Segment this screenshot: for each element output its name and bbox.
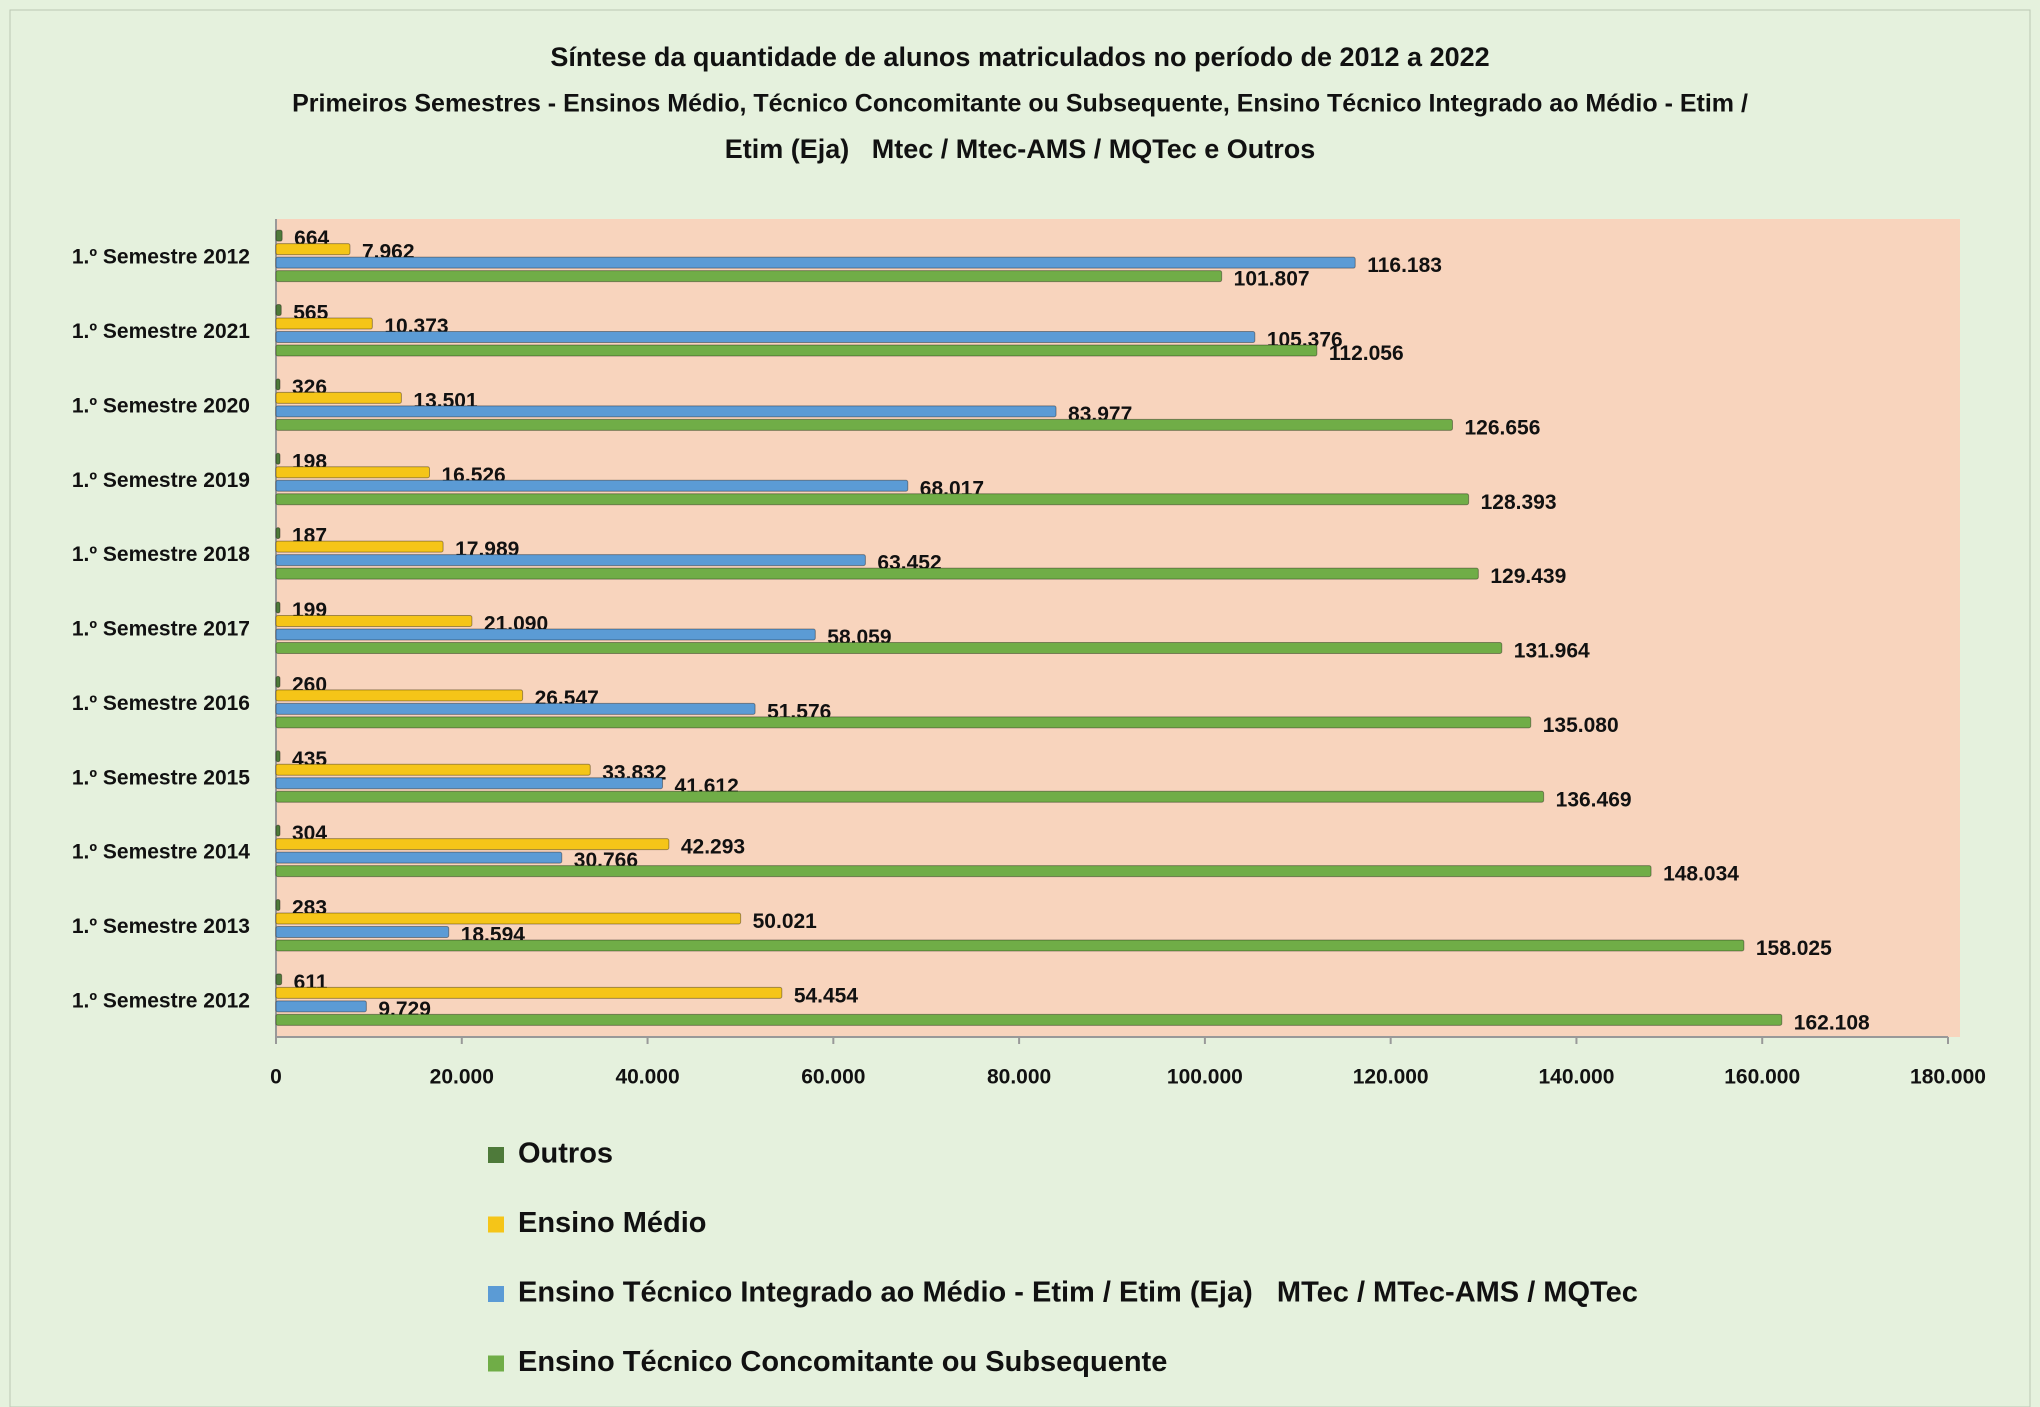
bar [275, 344, 1318, 357]
bar [275, 1013, 1783, 1026]
bar [275, 493, 1470, 506]
y-tick-label: 1.º Semestre 2016 [72, 692, 250, 715]
chart-title: Síntese da quantidade de alunos matricul… [550, 42, 1489, 72]
bar [275, 675, 281, 688]
bar [275, 378, 281, 391]
y-tick-label: 1.º Semestre 2012 [72, 246, 250, 269]
legend-swatch [488, 1286, 504, 1302]
bar [275, 973, 283, 986]
frame [9, 9, 2031, 1407]
bar [275, 986, 783, 999]
x-tick-label: 120.000 [1353, 1066, 1429, 1089]
y-tick-label: 1.º Semestre 2012 [72, 989, 250, 1012]
y-tick-label: 1.º Semestre 2019 [72, 469, 250, 492]
bar [275, 270, 1223, 283]
y-tick-label: 1.º Semestre 2018 [72, 543, 250, 566]
bar [275, 790, 1545, 803]
bar [275, 527, 281, 540]
legend-label: Ensino Técnico Integrado ao Médio - Etim… [518, 1277, 1638, 1309]
y-tick-label: 1.º Semestre 2014 [72, 841, 250, 864]
x-tick-label: 40.000 [615, 1066, 679, 1089]
x-tick-label: 20.000 [430, 1066, 494, 1089]
bar [275, 304, 282, 317]
bar [275, 628, 816, 641]
data-label: 158.025 [1756, 937, 1832, 960]
legend-swatch [488, 1355, 504, 1372]
y-tick-label: 1.º Semestre 2013 [72, 915, 250, 938]
data-label: 131.964 [1514, 640, 1590, 663]
chart-title: Primeiros Semestres - Ensinos Médio, Téc… [292, 90, 1748, 118]
data-label: 50.021 [753, 910, 818, 933]
bar [275, 540, 444, 553]
data-label: 148.034 [1663, 863, 1739, 886]
bar [275, 824, 281, 837]
legend-label: Outros [518, 1138, 613, 1170]
bar [275, 256, 1356, 269]
data-label: 129.439 [1490, 565, 1566, 588]
bar [275, 898, 281, 911]
y-tick-label: 1.º Semestre 2015 [72, 766, 250, 789]
bar [275, 418, 1453, 431]
bar [275, 466, 431, 479]
chart-title: Etim (Eja) Mtec / Mtec-AMS / MQTec e Out… [725, 134, 1316, 164]
bar [275, 229, 283, 242]
bar [275, 702, 756, 715]
bar [275, 912, 742, 925]
data-label: 126.656 [1464, 416, 1540, 439]
data-label: 54.454 [794, 984, 859, 1007]
bar [275, 777, 664, 790]
bar [275, 851, 563, 864]
x-tick-label: 160.000 [1724, 1066, 1800, 1089]
x-tick-label: 60.000 [801, 1066, 865, 1089]
data-label: 112.056 [1329, 342, 1404, 365]
data-label: 128.393 [1481, 491, 1557, 514]
bar [275, 554, 866, 567]
bar [275, 317, 373, 330]
y-tick-label: 1.º Semestre 2020 [72, 394, 250, 417]
x-tick-label: 140.000 [1538, 1066, 1614, 1089]
data-label: 42.293 [681, 836, 745, 859]
bar [275, 1000, 367, 1013]
x-tick-label: 0 [270, 1066, 282, 1089]
data-label: 116.183 [1367, 254, 1442, 277]
data-label: 101.807 [1234, 268, 1310, 291]
bar [275, 243, 351, 256]
legend-label: Ensino Técnico Concomitante ou Subsequen… [518, 1346, 1167, 1378]
bar [275, 642, 1503, 654]
y-tick-label: 1.º Semestre 2017 [72, 618, 250, 641]
bar [275, 750, 281, 763]
bar [275, 452, 281, 465]
legend-swatch [488, 1147, 504, 1163]
bar [275, 763, 591, 776]
legend-label: Ensino Médio [518, 1207, 707, 1239]
bar [275, 838, 670, 851]
bar [275, 405, 1057, 418]
data-label: 136.469 [1556, 788, 1632, 811]
bar [275, 391, 402, 404]
bar [275, 331, 1256, 344]
bar [275, 567, 1479, 580]
x-tick-label: 80.000 [987, 1066, 1051, 1089]
bar [275, 479, 909, 492]
bar [275, 615, 473, 627]
bar [275, 716, 1532, 729]
x-tick-label: 180.000 [1910, 1066, 1986, 1089]
bar [275, 925, 450, 938]
data-label: 162.108 [1794, 1011, 1870, 1034]
bar [275, 689, 524, 702]
y-tick-label: 1.º Semestre 2021 [72, 320, 250, 343]
bar [275, 601, 281, 614]
legend-swatch [488, 1216, 504, 1233]
data-label: 135.080 [1543, 714, 1619, 737]
bar [275, 939, 1745, 952]
bar [275, 865, 1652, 878]
x-tick-label: 100.000 [1167, 1066, 1243, 1089]
